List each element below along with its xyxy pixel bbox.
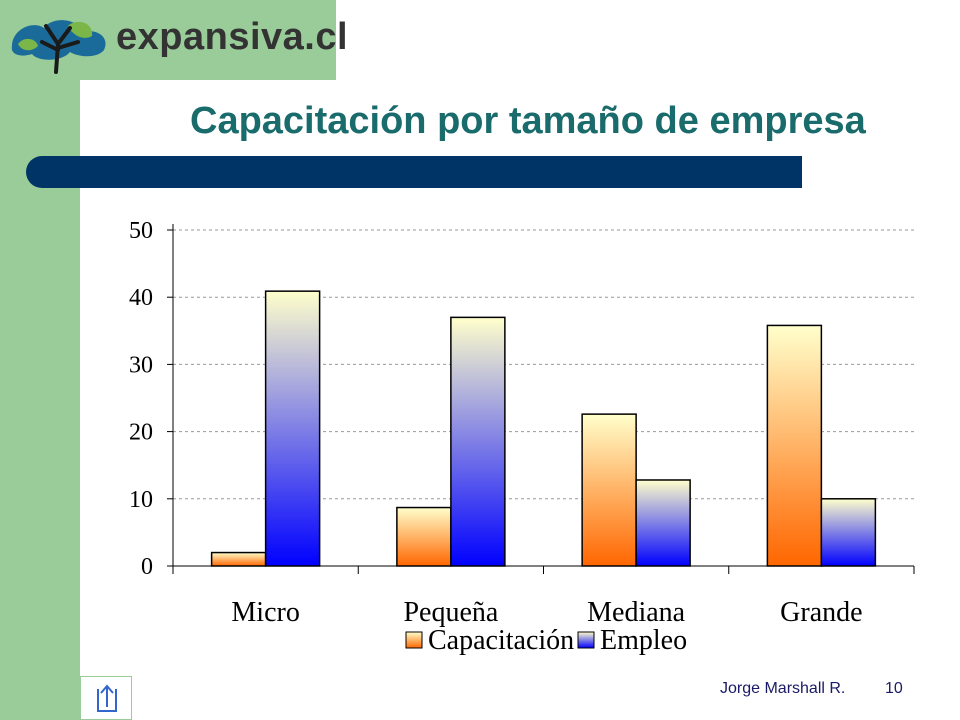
x-category-label: Mediana xyxy=(587,597,686,628)
bar-empleo-pequea xyxy=(450,316,506,567)
slide-title: Capacitación por tamaño de empresa xyxy=(190,100,866,142)
return-button[interactable] xyxy=(80,676,132,720)
bar-chart: 0 10 20 30 40 50 Micro Pequeña Mediana Grande Cap… xyxy=(129,218,915,656)
axes: 0 10 20 30 40 50 Micro Pequeña Mediana Grande xyxy=(129,218,915,628)
legend-swatch xyxy=(577,631,595,649)
title-underline-bar xyxy=(26,156,802,188)
page-number: 10 xyxy=(885,680,903,697)
bars xyxy=(210,290,877,567)
bar-capacitacin-micro xyxy=(210,551,267,567)
y-tick-label: 40 xyxy=(129,285,153,311)
footer-author: Jorge Marshall R. xyxy=(720,680,846,697)
bar-empleo-micro xyxy=(264,290,321,567)
logo-text: expansiva.cl xyxy=(116,16,349,58)
return-arrow-icon xyxy=(97,684,117,712)
bar-empleo-grande xyxy=(820,498,877,567)
y-tick-label: 0 xyxy=(141,554,153,580)
x-category-label: Grande xyxy=(780,597,862,628)
y-tick-label: 10 xyxy=(129,487,153,513)
tree-icon xyxy=(11,20,106,74)
logo: expansiva.cl xyxy=(8,6,348,74)
bar-empleo-mediana xyxy=(635,479,691,567)
x-category-label: Pequeña xyxy=(403,597,498,628)
legend-label: Empleo xyxy=(600,625,687,656)
legend: Capacitación Empleo xyxy=(405,625,687,656)
x-category-label: Micro xyxy=(231,597,299,628)
legend-swatch xyxy=(405,631,423,649)
bar-capacitacin-pequea xyxy=(396,506,452,567)
bar-capacitacin-mediana xyxy=(581,413,637,567)
side-strip xyxy=(0,0,80,720)
y-tick-label: 50 xyxy=(129,218,153,244)
legend-label: Capacitación xyxy=(428,625,574,656)
y-tick-label: 30 xyxy=(129,352,153,378)
bar-capacitacin-grande xyxy=(766,324,823,567)
y-tick-label: 20 xyxy=(129,420,153,446)
